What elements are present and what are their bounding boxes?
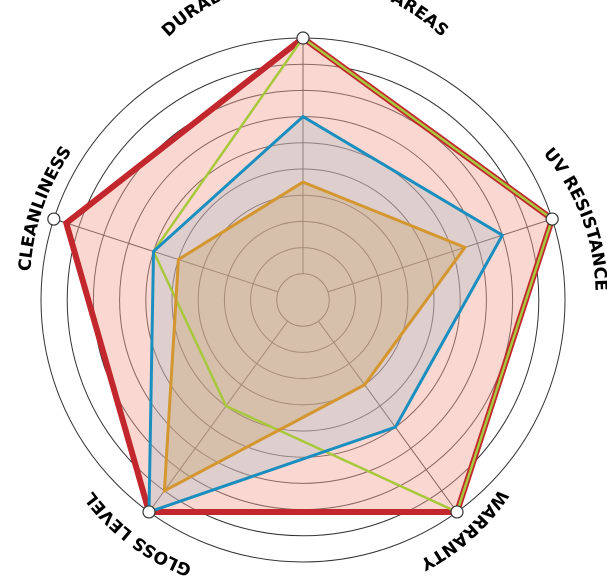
- series-line: [152, 36, 554, 514]
- series-area: [149, 116, 503, 512]
- axis-end-marker: [450, 505, 464, 519]
- series-line: [162, 180, 468, 494]
- axis-end-marker: [142, 505, 156, 519]
- grid-spoke: [327, 218, 553, 293]
- axis-end-marker: [296, 31, 310, 45]
- series-area: [164, 182, 465, 491]
- axis-end-marker: [545, 212, 559, 226]
- series-area: [66, 38, 553, 512]
- grid-spoke: [53, 218, 279, 293]
- series-line: [147, 114, 505, 515]
- radar-series: [47, 31, 559, 519]
- axis-end-marker: [47, 212, 61, 226]
- grid-spoke: [148, 320, 289, 513]
- grid-spoke: [317, 320, 458, 513]
